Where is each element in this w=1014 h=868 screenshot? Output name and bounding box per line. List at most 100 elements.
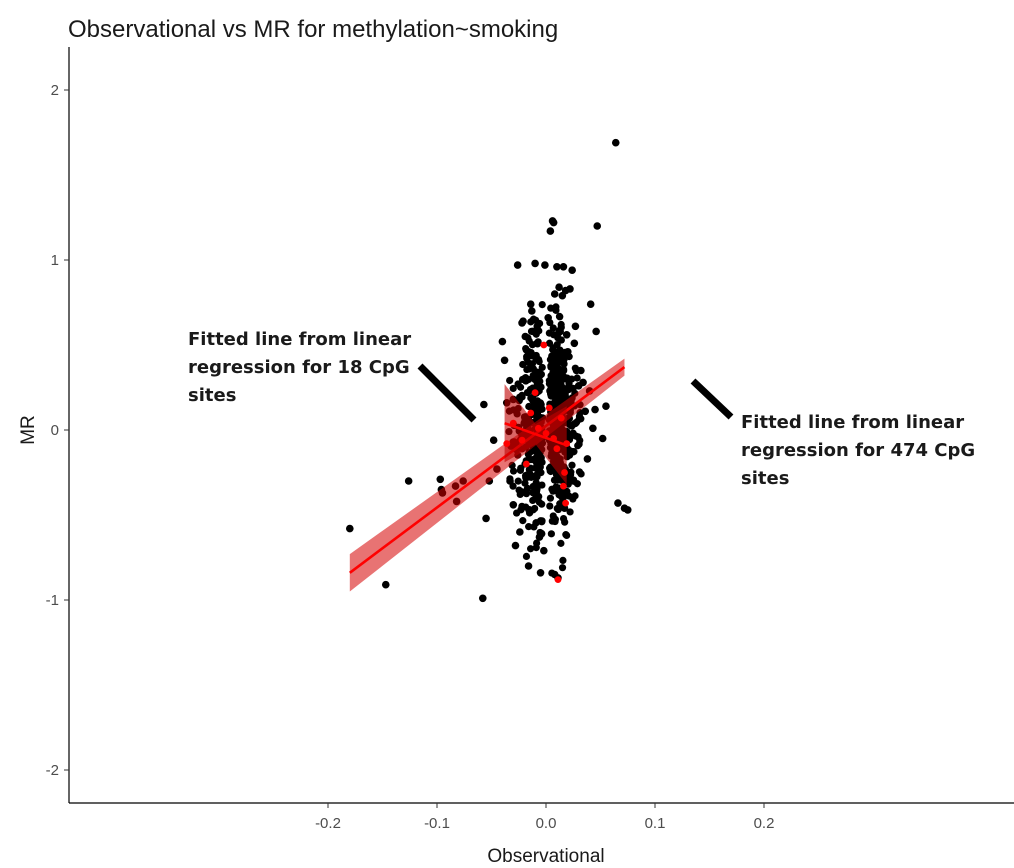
data-point — [573, 374, 581, 382]
data-point — [381, 580, 390, 589]
data-point — [506, 376, 514, 385]
data-point — [537, 469, 545, 477]
data-point-red — [563, 440, 571, 447]
annotation-474-cpg: Fitted line from linear regression for 4… — [690, 378, 975, 489]
data-point — [513, 509, 521, 517]
annotation-18-pointer — [417, 363, 477, 423]
data-point — [525, 523, 533, 531]
data-point — [346, 524, 354, 533]
data-point — [598, 434, 607, 443]
data-point — [563, 386, 571, 394]
data-point — [566, 508, 574, 516]
data-point — [534, 338, 542, 346]
x-tick-label: 0.0 — [536, 815, 557, 832]
data-point — [533, 485, 541, 493]
annotation-474-line-1: Fitted line from linear — [741, 412, 964, 433]
data-point — [556, 327, 564, 336]
annotation-474-line-3: sites — [741, 468, 789, 489]
fit-18-line — [504, 421, 568, 447]
axes: -0.2 -0.1 0.0 0.1 0.2 -2 -1 0 1 2 — [46, 47, 1014, 832]
data-point — [579, 378, 587, 387]
data-point-red — [518, 436, 526, 444]
annotation-474-pointer — [690, 378, 734, 420]
data-point — [558, 564, 567, 572]
data-point — [516, 383, 525, 391]
data-point — [528, 307, 536, 315]
data-point — [575, 440, 583, 448]
data-point — [533, 410, 542, 418]
data-point — [569, 495, 577, 503]
y-axis-title: MR — [18, 415, 39, 445]
data-point — [506, 477, 514, 485]
data-point — [557, 539, 565, 547]
data-point — [544, 314, 552, 322]
data-point — [533, 397, 542, 405]
data-point — [514, 477, 522, 485]
x-axis-title: Observational — [487, 846, 604, 867]
data-point — [575, 468, 584, 476]
data-point — [586, 300, 595, 309]
data-point — [557, 492, 566, 501]
data-point — [521, 479, 529, 487]
data-point — [577, 366, 585, 375]
data-point — [527, 473, 535, 481]
data-point — [562, 331, 571, 339]
data-point — [524, 348, 533, 356]
data-point-red — [522, 460, 530, 468]
data-point-red — [550, 435, 558, 442]
data-point — [538, 517, 546, 525]
annotation-474-line-2: regression for 474 CpG — [741, 440, 975, 461]
data-point-red — [561, 469, 568, 476]
annotation-18-line-1: Fitted line from linear — [188, 329, 411, 350]
data-point-red — [527, 409, 535, 417]
data-point — [545, 339, 554, 347]
data-point — [509, 501, 518, 509]
data-point — [593, 222, 602, 230]
data-point — [480, 400, 488, 409]
data-point — [551, 358, 559, 366]
data-point-red — [560, 482, 567, 490]
data-point — [566, 285, 574, 293]
data-point — [553, 341, 561, 349]
fit-474-line — [349, 366, 626, 574]
data-point — [522, 474, 530, 482]
annotation-18-line-2: regression for 18 CpG — [188, 357, 410, 378]
data-point — [538, 500, 546, 508]
data-point — [522, 552, 531, 560]
data-point — [538, 405, 546, 413]
data-point — [592, 327, 600, 336]
data-point — [568, 461, 576, 469]
data-point-red — [503, 440, 511, 447]
x-tick-label: 0.1 — [645, 815, 666, 832]
data-point — [546, 502, 554, 510]
data-point — [560, 367, 568, 375]
data-point — [521, 332, 530, 341]
data-point — [614, 499, 622, 507]
data-point — [509, 384, 517, 393]
data-point-red — [540, 341, 548, 349]
data-point — [545, 380, 554, 388]
data-point — [589, 424, 597, 433]
data-point — [531, 504, 539, 513]
data-point — [535, 368, 543, 377]
data-point — [537, 529, 546, 538]
data-point — [550, 290, 559, 298]
data-point — [611, 138, 620, 147]
data-point — [511, 541, 520, 550]
data-point — [498, 337, 507, 346]
data-point — [565, 477, 573, 485]
data-point — [556, 313, 564, 321]
data-point — [559, 556, 567, 565]
data-point-red — [542, 430, 550, 437]
data-point — [526, 300, 535, 309]
data-point — [550, 570, 559, 579]
data-point — [551, 517, 559, 526]
data-point-red — [553, 445, 561, 453]
x-tick-label: -0.2 — [315, 815, 341, 832]
data-point — [519, 517, 527, 525]
data-point — [531, 259, 539, 268]
data-point — [516, 528, 524, 536]
annotation-18-cpg: Fitted line from linear regression for 1… — [188, 329, 477, 423]
data-point — [478, 594, 487, 603]
x-tick-label: -0.1 — [424, 815, 450, 832]
